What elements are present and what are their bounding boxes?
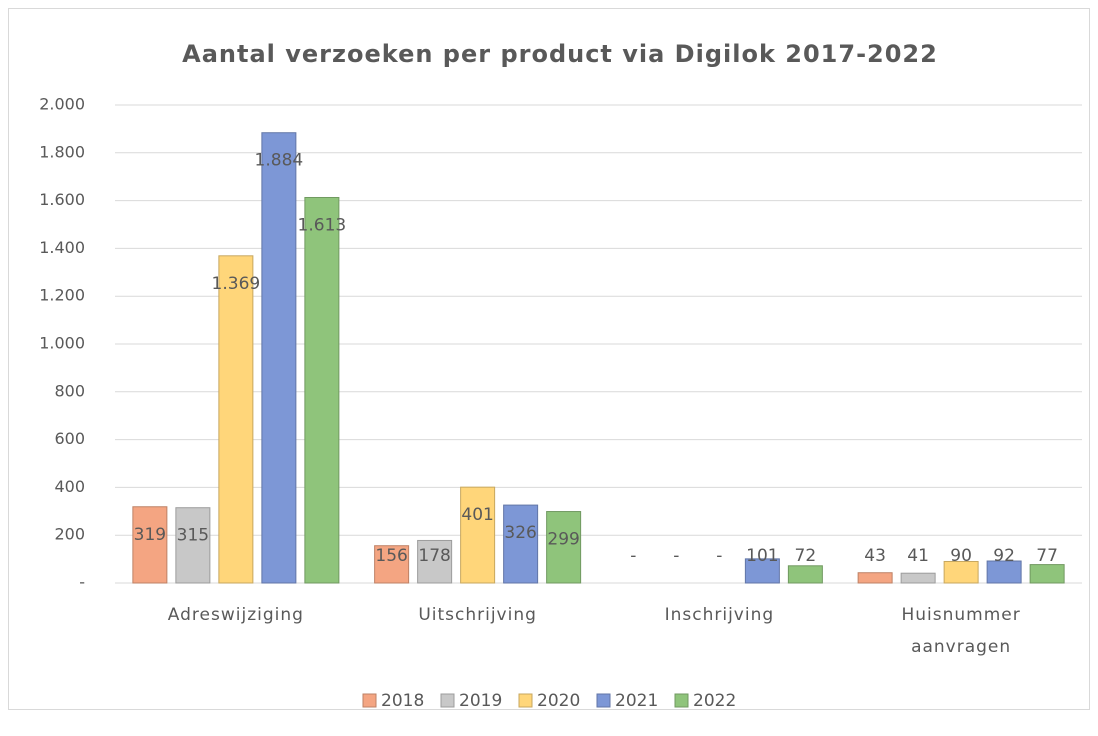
bar (261, 132, 297, 584)
data-label: 77 (1036, 546, 1058, 566)
data-label: 315 (177, 526, 209, 546)
data-label: - (673, 546, 679, 566)
bar (175, 507, 211, 584)
bar (986, 560, 1022, 584)
x-tick-label: Uitschrijving (418, 605, 537, 625)
data-label: 178 (418, 546, 450, 566)
bar (744, 558, 780, 584)
data-label: 90 (950, 546, 972, 566)
y-tick-label: 1.200 (39, 286, 85, 305)
legend-label: 2018 (381, 691, 424, 711)
y-tick-label: 1.000 (39, 334, 85, 353)
y-tick-label: 400 (54, 477, 85, 496)
bar (1029, 564, 1065, 584)
legend-label: 2020 (537, 691, 580, 711)
chart-border (8, 8, 1090, 710)
y-tick-label: 2.000 (39, 95, 85, 114)
data-label: 1.884 (255, 151, 304, 171)
x-tick-label: Inschrijving (664, 605, 775, 625)
legend-swatch (440, 693, 455, 708)
data-label: 319 (134, 525, 166, 545)
bar (857, 572, 893, 584)
y-tick-label: 1.400 (39, 238, 85, 257)
data-label: 156 (375, 546, 407, 566)
x-tick-label: Huisnummer aanvragen (901, 605, 1021, 657)
data-label: 299 (547, 530, 579, 550)
data-label: 401 (461, 505, 493, 525)
bar (546, 511, 582, 584)
legend-swatch (362, 693, 377, 708)
legend-label: 2022 (693, 691, 736, 711)
y-tick-label: - (79, 573, 85, 592)
bar (374, 545, 410, 584)
bar (132, 506, 168, 584)
chart-title: Aantal verzoeken per product via Digilok… (182, 40, 938, 68)
bar (943, 560, 979, 584)
y-tick-label: 1.800 (39, 142, 85, 161)
bar (304, 196, 340, 584)
data-label: 101 (746, 546, 778, 566)
y-tick-label: 600 (54, 429, 85, 448)
data-label: - (716, 546, 722, 566)
bar (900, 572, 936, 584)
bar (787, 565, 823, 584)
data-label: 326 (504, 523, 536, 543)
legend-label: 2021 (615, 691, 658, 711)
bar (460, 486, 496, 584)
data-label: 92 (993, 546, 1015, 566)
data-label: 43 (864, 546, 886, 566)
legend-swatch (674, 693, 689, 708)
legend-swatch (518, 693, 533, 708)
y-tick-label: 200 (54, 525, 85, 544)
data-label: 1.369 (212, 274, 261, 294)
data-label: 72 (795, 546, 817, 566)
bar (218, 255, 254, 584)
data-label: 1.613 (298, 215, 347, 235)
legend-label: 2019 (459, 691, 502, 711)
bar (503, 504, 539, 584)
data-label: 41 (907, 546, 929, 566)
bar (417, 539, 453, 584)
x-tick-label: Adreswijziging (167, 605, 304, 625)
legend-swatch (596, 693, 611, 708)
y-tick-label: 1.600 (39, 190, 85, 209)
data-label: - (630, 546, 636, 566)
y-tick-label: 800 (54, 381, 85, 400)
